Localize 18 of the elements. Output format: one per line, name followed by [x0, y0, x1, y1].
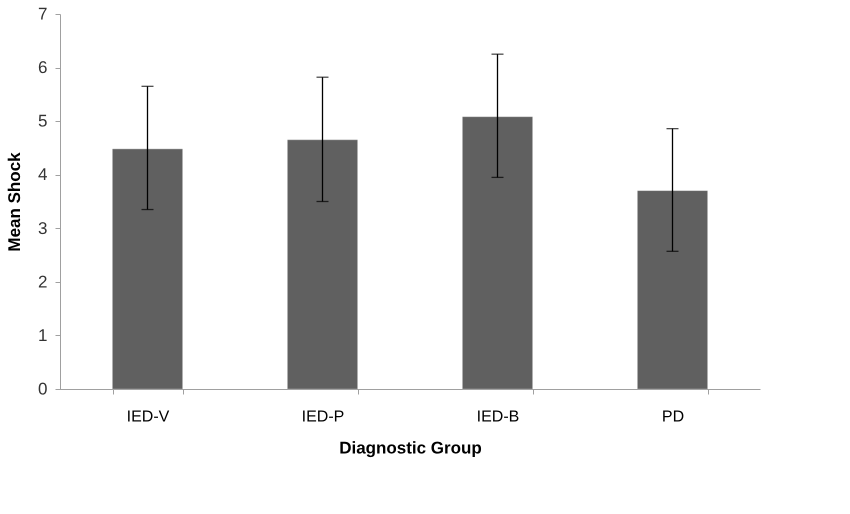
x-tick-label: IED-V — [126, 408, 170, 426]
y-tick-label: 1 — [38, 326, 48, 345]
bar — [112, 148, 183, 390]
bar — [637, 190, 708, 390]
y-tick-label: 2 — [38, 272, 48, 292]
y-tick-label: 6 — [38, 58, 48, 78]
y-tick-label: 4 — [38, 165, 48, 184]
y-tick-label: 5 — [38, 112, 48, 131]
bar — [287, 140, 358, 390]
x-tick-label: PD — [662, 408, 684, 426]
x-tick-label: IED-P — [302, 408, 344, 426]
y-tick-label: 7 — [38, 4, 48, 24]
y-tick-label: 3 — [38, 218, 48, 238]
y-tick-label: 0 — [38, 380, 48, 398]
x-axis-title: Diagnostic Group — [339, 438, 482, 458]
y-axis-title: Mean Shock — [5, 152, 24, 252]
x-tick-label: IED-B — [476, 408, 520, 426]
bar — [462, 116, 533, 390]
